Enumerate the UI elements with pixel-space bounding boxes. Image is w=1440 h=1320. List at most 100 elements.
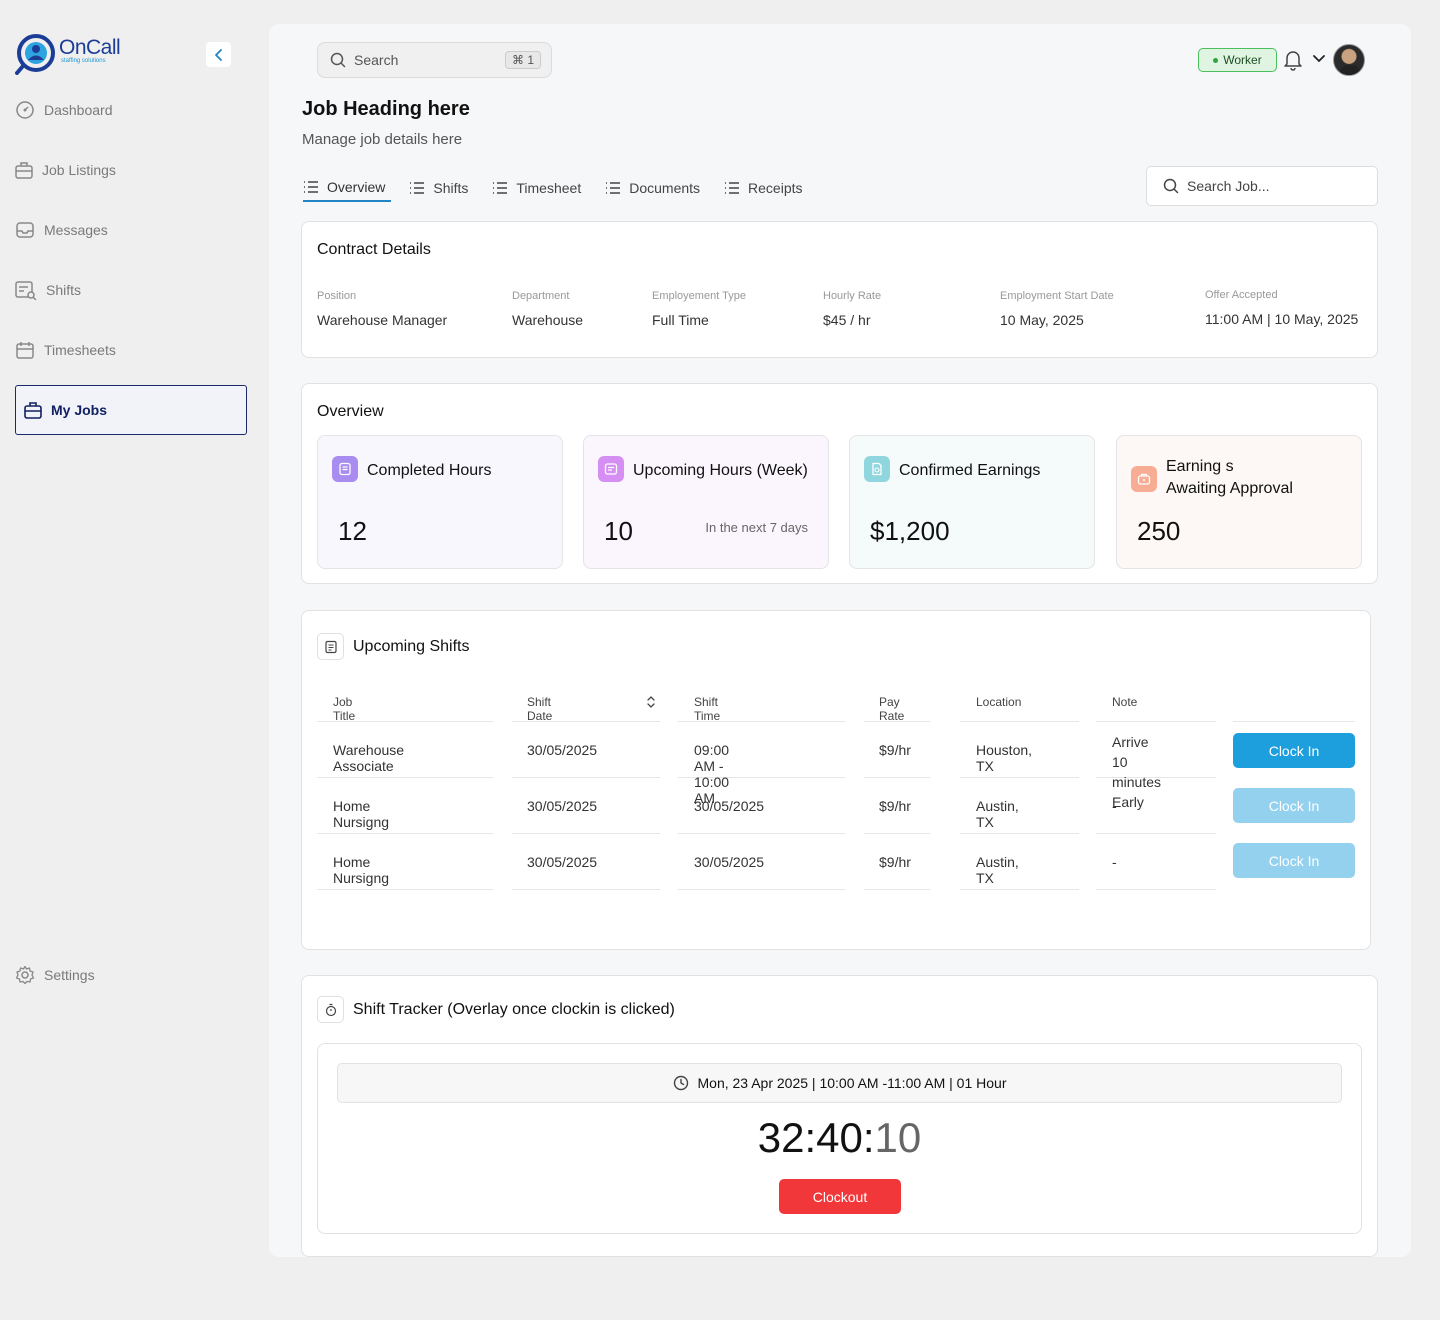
cell-pay-rate: $9/hr: [879, 854, 911, 870]
shifts-header-icon-box: [317, 633, 344, 660]
tab-documents[interactable]: Documents: [605, 174, 706, 202]
wallet-icon: [1131, 466, 1157, 492]
upcoming-shifts-title: Upcoming Shifts: [353, 638, 470, 655]
cell-note: -: [1112, 798, 1117, 814]
inbox-icon: [16, 222, 34, 238]
job-search-input[interactable]: Search Job...: [1146, 166, 1378, 206]
field-offer-accepted: Offer Accepted 11:00 AM | 10 May, 2025: [1205, 289, 1358, 327]
main-panel: Search ⌘ 1 Worker Job Heading here Manag…: [269, 24, 1411, 1257]
sidebar-item-job-listings[interactable]: Job Listings: [15, 160, 116, 180]
column-header-note: Note: [1112, 695, 1138, 709]
role-badge: Worker: [1198, 48, 1277, 72]
sidebar-item-label: Job Listings: [42, 162, 116, 178]
clockout-button[interactable]: Clockout: [779, 1179, 901, 1214]
clock-icon: [673, 1075, 688, 1091]
stat-value: 10: [604, 516, 633, 546]
timer-hours-minutes: 32:40:: [757, 1114, 875, 1161]
collapse-sidebar-button[interactable]: [206, 42, 231, 67]
avatar[interactable]: [1333, 44, 1365, 76]
sidebar-item-label: Timesheets: [44, 342, 116, 358]
clock-in-button[interactable]: Clock In: [1233, 733, 1355, 768]
sort-icon[interactable]: [646, 695, 656, 709]
list-icon: [725, 182, 740, 194]
sidebar-item-label: Shifts: [46, 282, 82, 298]
sidebar-item-label: Dashboard: [44, 102, 113, 118]
shift-schedule-bar: Mon, 23 Apr 2025 | 10:00 AM -11:00 AM | …: [337, 1063, 1342, 1103]
tab-receipts[interactable]: Receipts: [724, 174, 808, 202]
sidebar-item-settings[interactable]: Settings: [15, 965, 95, 985]
cell-note: Arrive 10 minutes Early: [1112, 732, 1161, 812]
stat-title-line: Awaiting Approval: [1166, 480, 1293, 497]
column-header-job-title: Job Title: [333, 695, 356, 723]
oncall-logo-icon: [15, 34, 55, 75]
stat-title: Completed Hours: [367, 462, 492, 479]
stat-completed-hours: Completed Hours 12: [317, 435, 563, 569]
note-line: Arrive 10 minutes: [1112, 734, 1162, 790]
page-subtitle: Manage job details here: [302, 131, 463, 148]
logo[interactable]: OnCall staffing solutions: [15, 33, 121, 75]
field-value: 10 May, 2025: [1000, 312, 1084, 328]
column-header-shift-time: Shift Time: [694, 695, 721, 723]
shifts-icon: [15, 281, 37, 300]
tab-shifts[interactable]: Shifts: [409, 174, 474, 202]
field-start-date: Employment Start Date 10 May, 2025: [1000, 290, 1114, 328]
stat-title: Earning s Awaiting Approval: [1166, 456, 1293, 500]
list-icon: [304, 181, 318, 193]
shift-schedule-text: Mon, 23 Apr 2025 | 10:00 AM -11:00 AM | …: [697, 1075, 1007, 1091]
stat-note: In the next 7 days: [705, 520, 808, 535]
upcoming-shifts-card: Upcoming Shifts Job Title Shift Date Shi…: [301, 610, 1371, 950]
tab-label: Documents: [629, 180, 701, 196]
cell-job-title: Home Nursigng: [333, 798, 390, 830]
sidebar-item-dashboard[interactable]: Dashboard: [15, 100, 113, 120]
stat-title: Confirmed Earnings: [899, 462, 1041, 479]
contract-details-title: Contract Details: [317, 241, 431, 258]
page-title: Job Heading here: [302, 98, 470, 120]
sidebar-item-my-jobs[interactable]: My Jobs: [15, 385, 247, 435]
sidebar-item-shifts[interactable]: Shifts: [15, 280, 81, 300]
sidebar-item-timesheets[interactable]: Timesheets: [15, 340, 116, 360]
chevron-left-icon: [214, 48, 222, 61]
tab-overview[interactable]: Overview: [303, 174, 392, 202]
tab-label: Timesheet: [516, 180, 582, 196]
clock-in-button[interactable]: Clock In: [1233, 788, 1355, 823]
cell-pay-rate: $9/hr: [879, 742, 911, 758]
tab-label: Overview: [327, 179, 386, 195]
chevron-down-icon[interactable]: [1312, 53, 1326, 65]
settings-label: Settings: [44, 967, 95, 983]
search-icon: [330, 52, 346, 68]
field-value: Warehouse Manager: [317, 312, 448, 328]
note-icon: [598, 456, 624, 482]
stat-value: 250: [1137, 516, 1181, 546]
stopwatch-icon: [325, 1003, 336, 1016]
tracker-panel: Mon, 23 Apr 2025 | 10:00 AM -11:00 AM | …: [317, 1043, 1362, 1234]
job-search-placeholder: Search Job...: [1187, 178, 1270, 194]
column-header-shift-date[interactable]: Shift Date: [527, 695, 553, 723]
calendar-list-icon: [324, 640, 337, 653]
cell-note: -: [1112, 854, 1117, 870]
cell-location: Austin, TX: [976, 798, 1019, 830]
clock-in-button[interactable]: Clock In: [1233, 843, 1355, 878]
field-value: Warehouse: [512, 312, 584, 328]
sidebar-item-messages[interactable]: Messages: [15, 220, 108, 240]
tracker-icon-box: [317, 996, 344, 1023]
field-department: Department Warehouse: [512, 290, 583, 328]
list-icon: [493, 182, 508, 194]
dashboard-icon: [16, 101, 34, 119]
sidebar: OnCall staffing solutions Dashboard Job …: [0, 0, 262, 1320]
field-label: Offer Accepted: [1205, 289, 1278, 301]
tab-timesheet[interactable]: Timesheet: [492, 174, 587, 202]
stat-upcoming-hours: Upcoming Hours (Week) 10 In the next 7 d…: [583, 435, 829, 569]
sidebar-item-label: My Jobs: [51, 402, 108, 418]
brand-name: OnCall: [59, 36, 121, 59]
global-search-input[interactable]: Search ⌘ 1: [317, 42, 552, 78]
field-label: Employement Type: [652, 290, 746, 302]
tab-label: Shifts: [433, 180, 469, 196]
field-employment-type: Employement Type Full Time: [652, 290, 746, 328]
bell-icon[interactable]: [1283, 49, 1303, 71]
note-line: Early: [1112, 794, 1144, 810]
stat-confirmed-earnings: Confirmed Earnings $1,200: [849, 435, 1095, 569]
document-icon: [332, 456, 358, 482]
stat-title-line: Earning s: [1166, 458, 1234, 475]
stat-title: Upcoming Hours (Week): [633, 462, 808, 479]
field-label: Position: [317, 290, 357, 302]
